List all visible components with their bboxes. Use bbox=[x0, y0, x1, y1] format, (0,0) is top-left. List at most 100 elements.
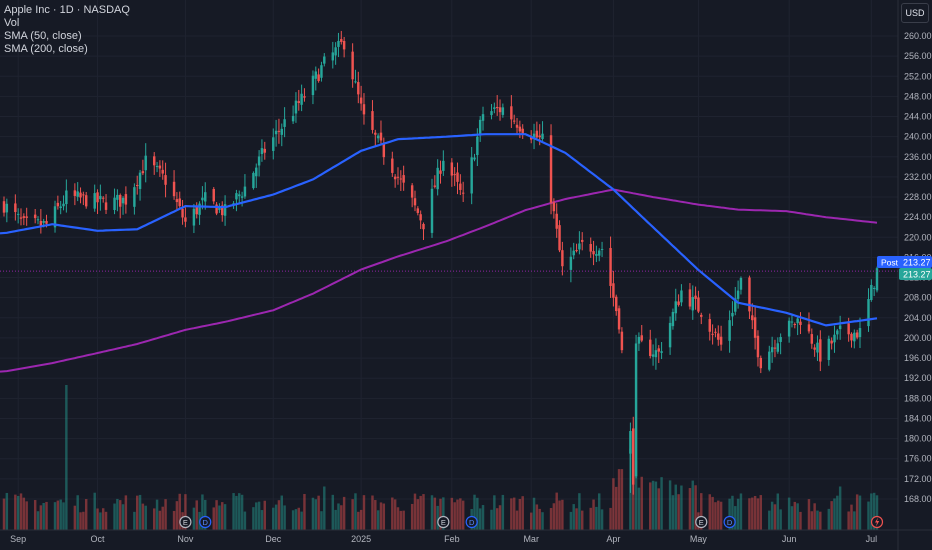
candle bbox=[677, 294, 680, 307]
candle bbox=[118, 193, 122, 219]
volume-legend[interactable]: Vol bbox=[4, 17, 20, 29]
candle bbox=[592, 240, 595, 266]
volume-bar bbox=[124, 495, 128, 530]
volume-bar bbox=[651, 480, 655, 530]
dividend-marker[interactable]: D bbox=[723, 515, 736, 529]
candle bbox=[192, 203, 196, 234]
volume-bar bbox=[779, 509, 782, 530]
candle bbox=[731, 301, 734, 326]
candle bbox=[116, 189, 119, 212]
dividend-marker[interactable]: D bbox=[465, 515, 478, 529]
sma-50-path bbox=[0, 133, 878, 327]
candle bbox=[620, 327, 624, 354]
currency-button[interactable]: USD bbox=[901, 3, 929, 23]
volume-bar bbox=[135, 495, 139, 530]
volume-bar bbox=[402, 510, 405, 530]
volume-bar bbox=[495, 508, 499, 530]
volume-bar bbox=[632, 469, 635, 530]
candle bbox=[14, 194, 17, 221]
candle bbox=[680, 284, 683, 307]
candle bbox=[549, 124, 553, 215]
volume-bar bbox=[736, 498, 740, 530]
time-tick-label: Sep bbox=[10, 534, 26, 544]
price-tick-label: 188.00 bbox=[904, 393, 932, 403]
candle bbox=[674, 288, 677, 321]
candle bbox=[340, 30, 343, 45]
candle bbox=[515, 118, 519, 134]
volume-bar bbox=[138, 494, 142, 530]
candle bbox=[331, 41, 335, 69]
volume-bar bbox=[532, 497, 536, 530]
volume-bar bbox=[461, 500, 465, 530]
volume-bar bbox=[240, 494, 244, 530]
dividend-marker[interactable]: D bbox=[199, 515, 212, 529]
candle bbox=[141, 159, 145, 176]
volume-bar bbox=[481, 505, 485, 530]
candle bbox=[490, 104, 493, 120]
candle bbox=[419, 210, 422, 229]
candle bbox=[73, 183, 77, 206]
volume-bar bbox=[430, 495, 434, 530]
candle bbox=[252, 171, 255, 190]
candle bbox=[323, 53, 326, 67]
candle bbox=[260, 139, 264, 162]
candle bbox=[453, 167, 456, 187]
volume-bar bbox=[283, 505, 286, 530]
volume-bar bbox=[144, 505, 147, 530]
volume-bar bbox=[535, 504, 539, 530]
volume-bar bbox=[218, 505, 221, 530]
time-tick-label: Apr bbox=[606, 534, 620, 544]
volume-bar bbox=[175, 501, 179, 530]
candle bbox=[858, 317, 862, 349]
volume-bar bbox=[379, 502, 383, 530]
volume-bar bbox=[807, 499, 811, 530]
candle bbox=[96, 189, 99, 214]
volume-bar bbox=[473, 494, 476, 530]
volume-bar bbox=[711, 496, 714, 530]
price-tick-label: 200.00 bbox=[904, 333, 932, 343]
candle bbox=[694, 286, 697, 310]
candle bbox=[175, 192, 179, 210]
price-tick-label: 172.00 bbox=[904, 474, 932, 484]
candle bbox=[382, 137, 386, 165]
sma-200-legend[interactable]: SMA (200, close) bbox=[4, 43, 88, 55]
earnings-marker[interactable]: E bbox=[695, 515, 708, 529]
volume-bar bbox=[575, 508, 578, 530]
volume-bar bbox=[671, 495, 675, 530]
volume-bar bbox=[223, 504, 227, 530]
volume-bar bbox=[376, 510, 380, 530]
volume-bar bbox=[53, 502, 57, 530]
price-tick-label: 204.00 bbox=[904, 313, 932, 323]
candle bbox=[257, 150, 261, 177]
volume-bar bbox=[751, 497, 754, 530]
earnings-marker[interactable]: E bbox=[437, 515, 450, 529]
time-axis[interactable]: Sep Oct Nov Dec 2025 Feb Mar Apr May Jun Jul bbox=[0, 529, 932, 544]
symbol-title[interactable]: Apple Inc · 1D · NASDAQ bbox=[4, 4, 130, 16]
candle bbox=[399, 170, 403, 192]
volume-bar bbox=[178, 493, 181, 530]
price-tick-label: 168.00 bbox=[904, 494, 932, 504]
volume-bar bbox=[589, 507, 592, 530]
sma-50-legend[interactable]: SMA (50, close) bbox=[4, 30, 82, 42]
volume-bar bbox=[719, 501, 723, 530]
earnings-marker[interactable]: E bbox=[179, 515, 192, 529]
volume-bar bbox=[291, 510, 295, 530]
volume-bar bbox=[512, 497, 516, 530]
candle bbox=[351, 43, 354, 88]
candle bbox=[76, 182, 79, 202]
candle bbox=[498, 99, 502, 121]
price-axis[interactable]: 260.00 256.00 252.00 248.00 244.00 240.00 236.… bbox=[897, 0, 932, 550]
price-tick-label: 236.00 bbox=[904, 152, 932, 162]
time-tick-label: 2025 bbox=[351, 534, 371, 544]
candle bbox=[867, 288, 870, 332]
candle bbox=[53, 200, 57, 233]
time-tick-label: Dec bbox=[265, 534, 282, 544]
candle bbox=[393, 174, 397, 188]
candle bbox=[708, 313, 711, 341]
flash-icon[interactable] bbox=[870, 515, 884, 529]
volume-bar bbox=[728, 498, 731, 530]
candle bbox=[33, 208, 37, 224]
candle bbox=[436, 159, 439, 196]
